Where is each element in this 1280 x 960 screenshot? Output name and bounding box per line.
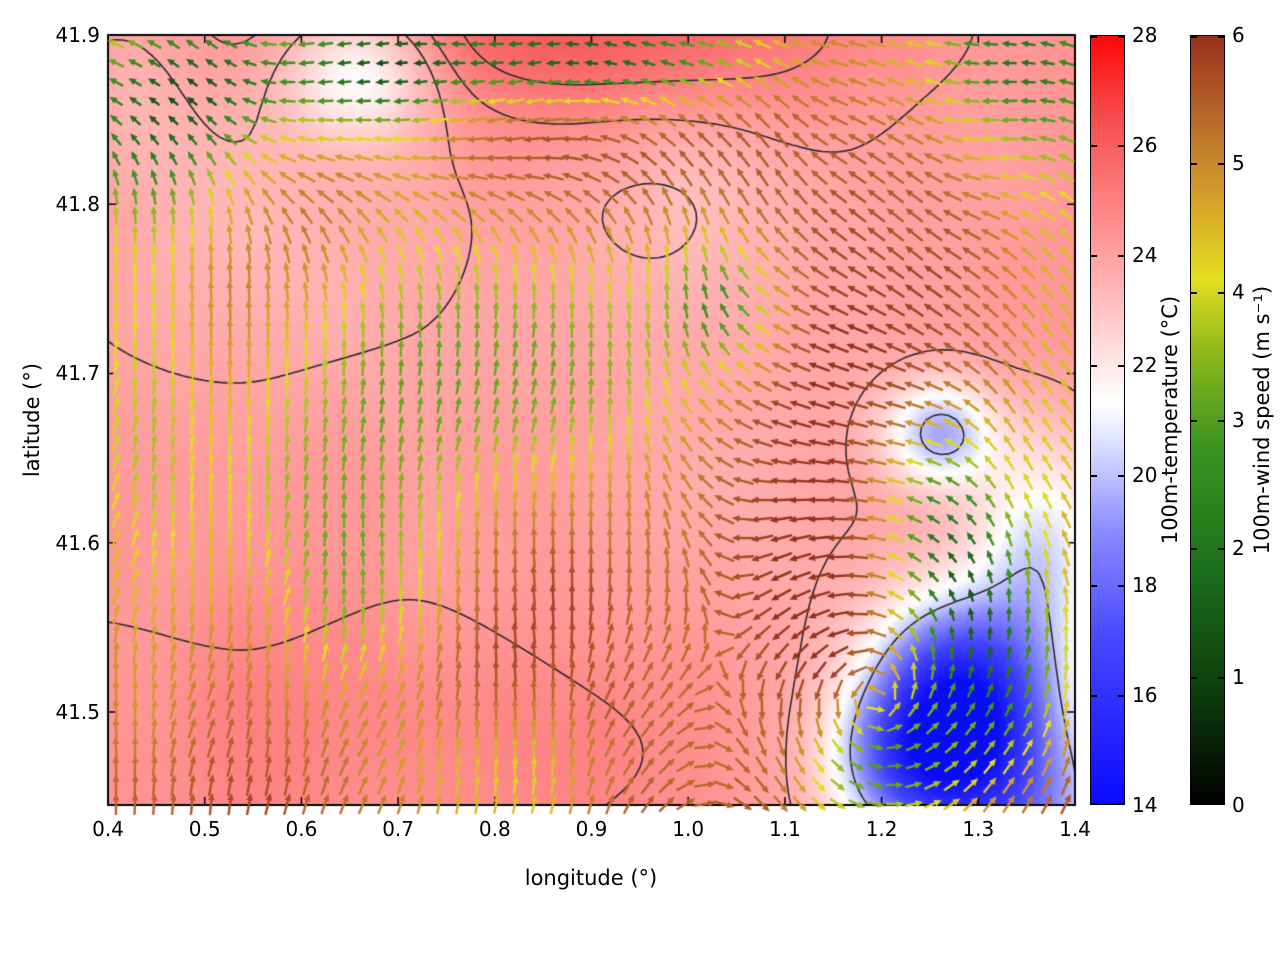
wind-speed-colorbar-tick-mark xyxy=(1190,676,1197,679)
temperature-colorbar-tick-mark xyxy=(1090,585,1097,587)
x-tick-label: 0.9 xyxy=(575,817,608,841)
x-tick-label: 1.0 xyxy=(672,817,705,841)
x-tick-label: 0.4 xyxy=(92,817,124,841)
x-axis-label: longitude (°) xyxy=(524,866,658,890)
wind-speed-colorbar-tick-label: 0 xyxy=(1232,793,1245,817)
x-tick-label: 1.2 xyxy=(865,817,898,841)
wind-speed-colorbar-tick-mark xyxy=(1190,548,1197,551)
wind-speed-colorbar-tick-mark xyxy=(1218,420,1225,422)
wind-speed-colorbar-tick-label: 3 xyxy=(1232,408,1245,432)
temperature-colorbar-tick-mark xyxy=(1090,36,1097,38)
temperature-colorbar-tick-label: 18 xyxy=(1132,573,1158,597)
temperature-colorbar-tick-mark xyxy=(1090,475,1097,477)
temperature-colorbar-tick-mark xyxy=(1118,365,1125,367)
wind-speed-colorbar-tick-mark xyxy=(1218,676,1225,679)
wind-speed-colorbar-tick-mark xyxy=(1190,420,1197,422)
wind-speed-colorbar-tick-mark xyxy=(1190,163,1197,166)
x-tick-label: 0.8 xyxy=(478,817,511,841)
temperature-colorbar-tick-label: 14 xyxy=(1132,793,1158,817)
temperature-colorbar-tick-label: 28 xyxy=(1132,23,1158,47)
temperature-colorbar-gradient xyxy=(1091,36,1124,804)
x-tick-label: 1.3 xyxy=(962,817,995,841)
x-tick-label: 1.1 xyxy=(768,817,801,841)
wind-speed-colorbar-tick-mark xyxy=(1218,803,1225,805)
temperature-colorbar-tick-label: 26 xyxy=(1132,133,1158,157)
wind-speed-colorbar-tick-mark xyxy=(1190,291,1197,294)
y-tick-label: 41.5 xyxy=(55,699,100,724)
temperature-colorbar-tick-mark xyxy=(1118,145,1125,147)
temperature-colorbar-tick-mark xyxy=(1090,695,1097,697)
temperature-colorbar-label: 100m-temperature (°C) xyxy=(1158,295,1182,545)
wind-speed-colorbar-tick-mark xyxy=(1218,163,1225,166)
temperature-colorbar-tick-label: 20 xyxy=(1132,463,1158,487)
wind-speed-colorbar-tick-mark xyxy=(1218,36,1225,38)
temperature-colorbar-tick-mark xyxy=(1118,255,1125,257)
temperature-colorbar-tick-mark xyxy=(1090,365,1097,367)
x-tick-label: 0.5 xyxy=(188,817,221,841)
temperature-colorbar-tick-mark xyxy=(1118,36,1125,38)
y-tick-label: 41.9 xyxy=(55,23,100,47)
temperature-colorbar-tick-mark xyxy=(1090,255,1097,257)
wind-speed-colorbar-tick-label: 1 xyxy=(1232,664,1245,689)
wind-speed-colorbar-tick-mark xyxy=(1218,291,1225,294)
temperature-colorbar-tick-label: 24 xyxy=(1132,243,1158,267)
temperature-colorbar-tick-label: 22 xyxy=(1132,353,1158,377)
temperature-colorbar-tick-mark xyxy=(1090,145,1097,147)
y-tick-label: 41.6 xyxy=(55,530,100,555)
wind-speed-colorbar-tick-mark xyxy=(1218,548,1225,551)
x-tick-label: 1.4 xyxy=(1059,817,1091,841)
wind-speed-colorbar-tick-mark xyxy=(1190,36,1197,38)
wind-speed-colorbar-tick-label: 5 xyxy=(1232,151,1245,176)
y-tick-label: 41.8 xyxy=(55,192,100,217)
y-tick-label: 41.7 xyxy=(55,361,100,386)
wind-speed-colorbar-tick-label: 4 xyxy=(1232,279,1245,304)
temperature-colorbar-tick-mark xyxy=(1118,695,1125,697)
temperature-colorbar xyxy=(1090,35,1125,805)
wind-speed-colorbar-tick-label: 6 xyxy=(1232,23,1245,47)
temperature-colorbar-tick-label: 16 xyxy=(1132,683,1158,707)
temperature-colorbar-tick-mark xyxy=(1118,803,1125,805)
temperature-colorbar-tick-mark xyxy=(1118,475,1125,477)
wind-speed-colorbar-label: 100m-wind speed (m s⁻¹) xyxy=(1250,285,1274,555)
x-tick-label: 0.7 xyxy=(382,817,414,841)
wind-speed-colorbar-tick-label: 2 xyxy=(1232,536,1245,561)
x-tick-label: 0.6 xyxy=(285,817,318,841)
temperature-colorbar-tick-mark xyxy=(1090,803,1097,805)
temperature-colorbar-tick-mark xyxy=(1118,585,1125,587)
wind-speed-colorbar-tick-mark xyxy=(1190,803,1197,805)
